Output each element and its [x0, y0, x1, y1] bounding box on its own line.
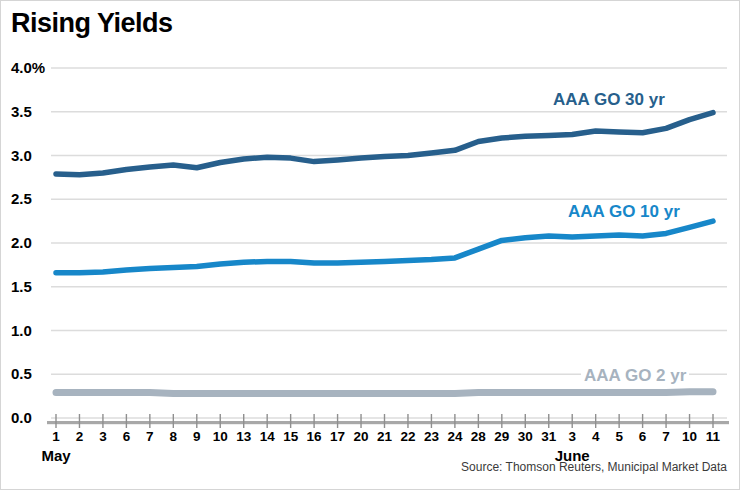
y-axis-tick-label: 3.5	[11, 103, 35, 121]
y-axis-tick-label: 4.0%	[11, 59, 48, 77]
chart-canvas	[1, 1, 740, 490]
series-label-aaa-go-2yr: AAA GO 2 yr	[581, 365, 689, 387]
line-aaa-go-10-yr	[56, 221, 713, 273]
line-aaa-go-30-yr	[56, 113, 713, 175]
y-axis-tick-label: 0.0	[11, 409, 35, 427]
series-label-aaa-go-10yr: AAA GO 10 yr	[565, 201, 683, 223]
y-axis-tick-label: 1.0	[11, 322, 35, 340]
series-lines	[56, 113, 713, 394]
month-label-may: May	[32, 447, 80, 464]
series-label-aaa-go-30yr: AAA GO 30 yr	[550, 89, 668, 111]
chart-panel: Rising Yields 4.0%3.53.02.52.01.51.00.50…	[0, 0, 740, 490]
y-axis-tick-label: 2.5	[11, 190, 35, 208]
y-axis-tick-label: 1.5	[11, 278, 35, 296]
y-axis-tick-label: 2.0	[11, 234, 35, 252]
y-axis-tick-label: 0.5	[11, 365, 35, 383]
line-aaa-go-2-yr	[56, 392, 713, 394]
y-axis-tick-label: 3.0	[11, 147, 35, 165]
x-axis-tick-label: 11	[697, 429, 729, 444]
source-attribution: Source: Thomson Reuters, Municipal Marke…	[461, 460, 727, 474]
